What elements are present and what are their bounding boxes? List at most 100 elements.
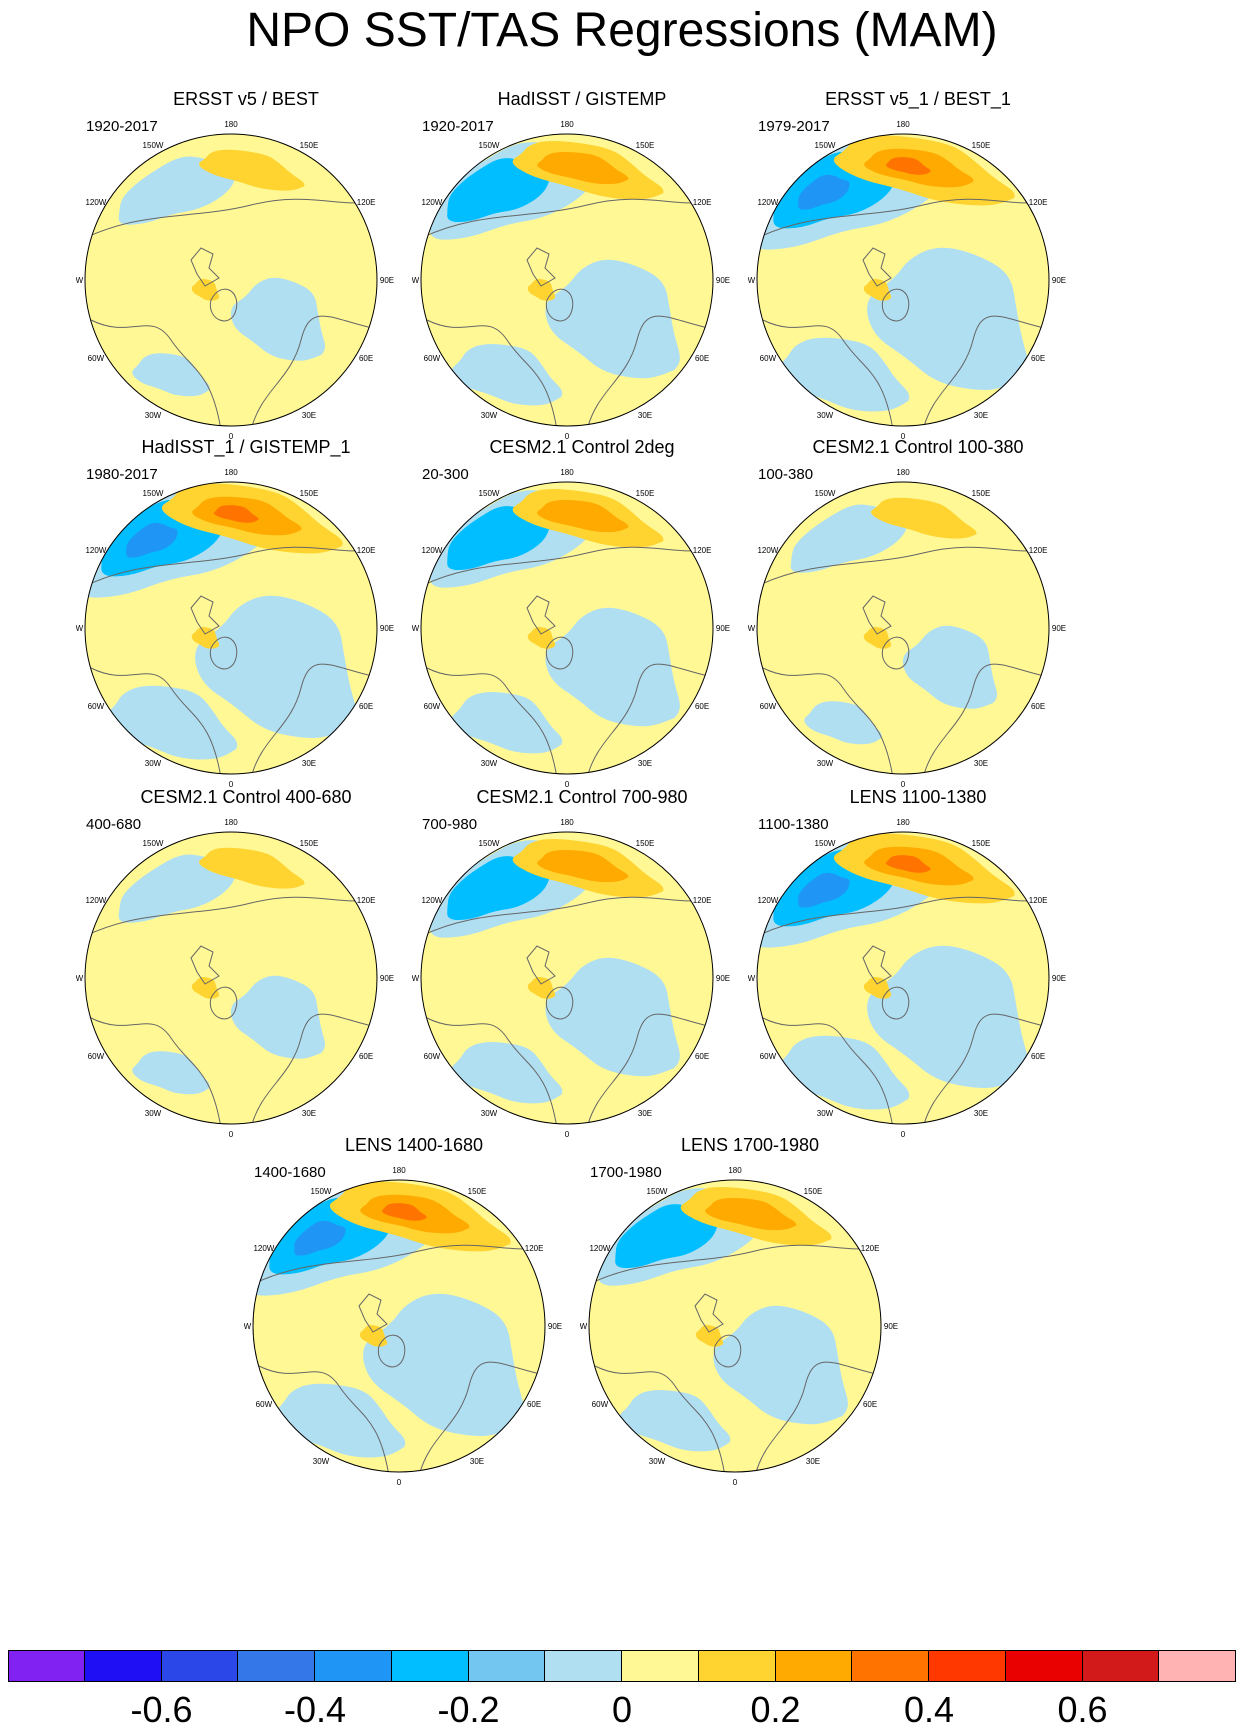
- polar-map: 180 150E 120E 90E 60E 30E 0 30W 60W 90W 120W 150W: [76, 468, 394, 789]
- longitude-label: 120E: [357, 896, 376, 905]
- longitude-label: 60E: [359, 702, 373, 711]
- longitude-label: 30E: [302, 1109, 316, 1118]
- longitude-label: 0: [901, 432, 906, 441]
- longitude-label: 150E: [300, 839, 319, 848]
- longitude-label: 150W: [143, 141, 164, 150]
- positive-anomaly-core: [537, 849, 631, 883]
- longitude-label: 120W: [757, 546, 778, 555]
- polar-map: 180 150E 120E 90E 60E 30E 0 30W 60W 90W 120W 150W: [748, 818, 1066, 1139]
- longitude-label: 180: [896, 818, 910, 827]
- colorbar-box: [545, 1650, 622, 1682]
- longitude-label: 150W: [479, 141, 500, 150]
- longitude-label: 60E: [695, 1052, 709, 1061]
- longitude-label: 30E: [638, 1109, 652, 1118]
- period-label: 1920-2017: [86, 118, 158, 135]
- longitude-label: 150E: [300, 141, 319, 150]
- period-label: 20-300: [422, 466, 469, 483]
- positive-anomaly-region: [863, 626, 892, 649]
- longitude-label: 30W: [817, 1109, 834, 1118]
- map-panel: CESM2.1 Control 700-980 180 150E 120E 90E 60E…: [412, 786, 752, 1156]
- longitude-label: 120W: [757, 896, 778, 905]
- longitude-label: 90W: [580, 1322, 588, 1331]
- longitude-label: 0: [229, 780, 234, 789]
- colorbar-box: [622, 1650, 699, 1682]
- panel-title: CESM2.1 Control 400-680: [140, 787, 352, 807]
- longitude-label: 60E: [359, 1052, 373, 1061]
- negative-anomaly-region: [804, 701, 884, 745]
- longitude-label: 60E: [527, 1400, 541, 1409]
- longitude-label: 90W: [748, 974, 756, 983]
- colorbar-box: [315, 1650, 392, 1682]
- negative-anomaly-core: [447, 158, 551, 223]
- longitude-label: 0: [397, 1478, 402, 1487]
- panel-title: CESM2.1 Control 2deg: [489, 437, 675, 457]
- negative-anomaly-region: [902, 625, 1000, 709]
- panel-title: HadISST / GISTEMP: [497, 89, 667, 109]
- positive-anomaly-core: [381, 1203, 428, 1221]
- longitude-label: 180: [896, 468, 910, 477]
- longitude-label: 150W: [815, 141, 836, 150]
- polar-map: 180 150E 120E 90E 60E 30E 0 30W 60W 90W 120W 150W: [580, 1166, 898, 1487]
- positive-anomaly-region: [863, 278, 892, 301]
- polar-map: 180 150E 120E 90E 60E 30E 0 30W 60W 90W 120W 150W: [748, 120, 1066, 441]
- colorbar-box: [468, 1650, 546, 1682]
- positive-anomaly-region: [527, 626, 556, 649]
- positive-anomaly-core: [537, 499, 631, 533]
- longitude-label: 150W: [815, 839, 836, 848]
- longitude-label: 120E: [1029, 896, 1048, 905]
- positive-anomaly-region: [863, 976, 892, 999]
- positive-anomaly-region: [191, 626, 220, 649]
- map-panel: CESM2.1 Control 100-380 180 150E 120E 90E 60E…: [748, 436, 1088, 806]
- coastlines: [85, 896, 377, 1124]
- map-panel: ERSST v5_1 / BEST_1 180 150E 120E 90E 60E 30E 0…: [748, 88, 1088, 458]
- negative-anomaly-core: [447, 856, 551, 921]
- colorbar-box: [698, 1650, 776, 1682]
- longitude-label: 30E: [470, 1457, 484, 1466]
- longitude-label: 180: [560, 818, 574, 827]
- longitude-label: 90W: [412, 276, 420, 285]
- longitude-label: 30E: [806, 1457, 820, 1466]
- longitude-label: 180: [896, 120, 910, 129]
- longitude-label: 120E: [1029, 198, 1048, 207]
- colorbar-tick-label: 0.2: [750, 1689, 801, 1730]
- longitude-label: 90E: [1052, 276, 1066, 285]
- positive-anomaly-region: [870, 497, 980, 539]
- colorbar-box: [1082, 1650, 1160, 1682]
- positive-anomaly-region: [695, 1324, 724, 1347]
- longitude-label: 30E: [302, 411, 316, 420]
- map-panel: LENS 1100-1380 180 150E 120E 90E 60E 30E 0 30W 60…: [748, 786, 1088, 1156]
- longitude-label: 60E: [359, 354, 373, 363]
- longitude-label: 0: [565, 780, 570, 789]
- longitude-label: 90W: [76, 624, 84, 633]
- negative-anomaly-core: [615, 1204, 719, 1269]
- longitude-label: 150E: [468, 1187, 487, 1196]
- longitude-label: 60W: [760, 1052, 777, 1061]
- positive-anomaly-region: [198, 149, 308, 191]
- longitude-label: 30W: [313, 1457, 330, 1466]
- period-label: 1700-1980: [590, 1164, 662, 1181]
- longitude-label: 30W: [481, 1109, 498, 1118]
- positive-anomaly-region: [359, 1324, 388, 1347]
- negative-anomaly-region: [867, 247, 1033, 391]
- polar-map: 180 150E 120E 90E 60E 30E 0 30W 60W 90W 120W 150W: [76, 120, 394, 441]
- negative-anomaly-core: [447, 506, 551, 571]
- map-panel: CESM2.1 Control 400-680 180 150E 120E 90E 60E…: [76, 786, 416, 1156]
- longitude-label: 180: [560, 468, 574, 477]
- longitude-label: 30W: [145, 1109, 162, 1118]
- longitude-label: 120E: [693, 546, 712, 555]
- figure-title: NPO SST/TAS Regressions (MAM): [246, 4, 998, 57]
- longitude-label: 90W: [76, 276, 84, 285]
- longitude-label: 90E: [716, 276, 730, 285]
- longitude-label: 30W: [817, 759, 834, 768]
- negative-anomaly-region: [451, 692, 566, 754]
- positive-anomaly-region: [527, 278, 556, 301]
- map-panel: HadISST / GISTEMP 180 150E 120E 90E 60E 30E 0 30…: [412, 88, 752, 458]
- negative-anomaly-region: [118, 156, 238, 225]
- longitude-label: 30W: [481, 759, 498, 768]
- longitude-label: 120W: [421, 896, 442, 905]
- longitude-label: 60E: [1031, 702, 1045, 711]
- longitude-label: 60W: [760, 702, 777, 711]
- longitude-label: 90E: [1052, 624, 1066, 633]
- panel-title: LENS 1400-1680: [344, 1135, 484, 1155]
- positive-anomaly-core: [537, 151, 631, 185]
